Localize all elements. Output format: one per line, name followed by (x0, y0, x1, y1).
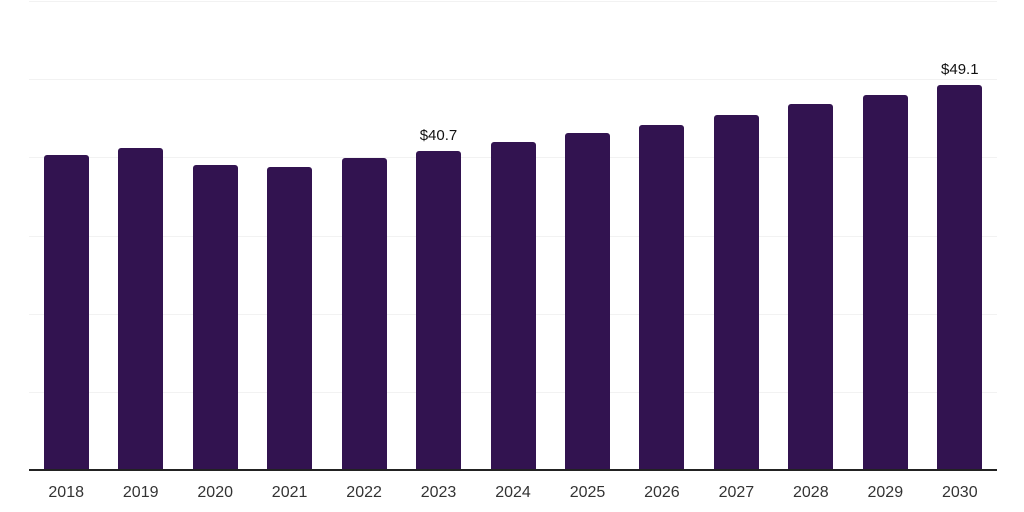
gridline (29, 1, 997, 2)
bar-2020 (192, 164, 238, 469)
x-tick-label-2020: 2020 (197, 484, 233, 501)
bar-2030 (937, 85, 983, 469)
x-tick-label-2029: 2029 (867, 484, 904, 501)
bar-2019 (118, 147, 164, 469)
x-tick-label-2024: 2024 (495, 484, 531, 501)
bar-2027 (713, 114, 759, 469)
bar-2021 (267, 166, 313, 469)
bar-2026 (639, 125, 685, 469)
bar-2024 (490, 142, 536, 469)
gridline (29, 79, 997, 81)
x-tick-label-2023: 2023 (420, 484, 457, 501)
x-tick-label-2021: 2021 (271, 484, 308, 501)
bar-2028 (788, 104, 834, 469)
bar-2023 (416, 150, 461, 469)
x-tick-label-2018: 2018 (48, 484, 84, 501)
x-tick-label-2030: 2030 (942, 484, 978, 501)
x-tick-label-2025: 2025 (569, 484, 606, 501)
bar-2022 (341, 157, 387, 469)
x-tick-label-2022: 2022 (346, 484, 382, 501)
x-tick-label-2027: 2027 (718, 484, 755, 501)
value-label-2030: $49.1 (941, 61, 979, 79)
x-tick-label-2028: 2028 (793, 484, 829, 501)
value-label-2023: $40.7 (419, 126, 458, 144)
bar-2025 (565, 132, 610, 469)
x-tick-label-2019: 2019 (122, 484, 159, 501)
bar-2018 (43, 154, 89, 469)
x-axis-line (29, 469, 997, 471)
x-tick-label-2026: 2026 (644, 484, 680, 501)
bar-2029 (862, 95, 908, 469)
